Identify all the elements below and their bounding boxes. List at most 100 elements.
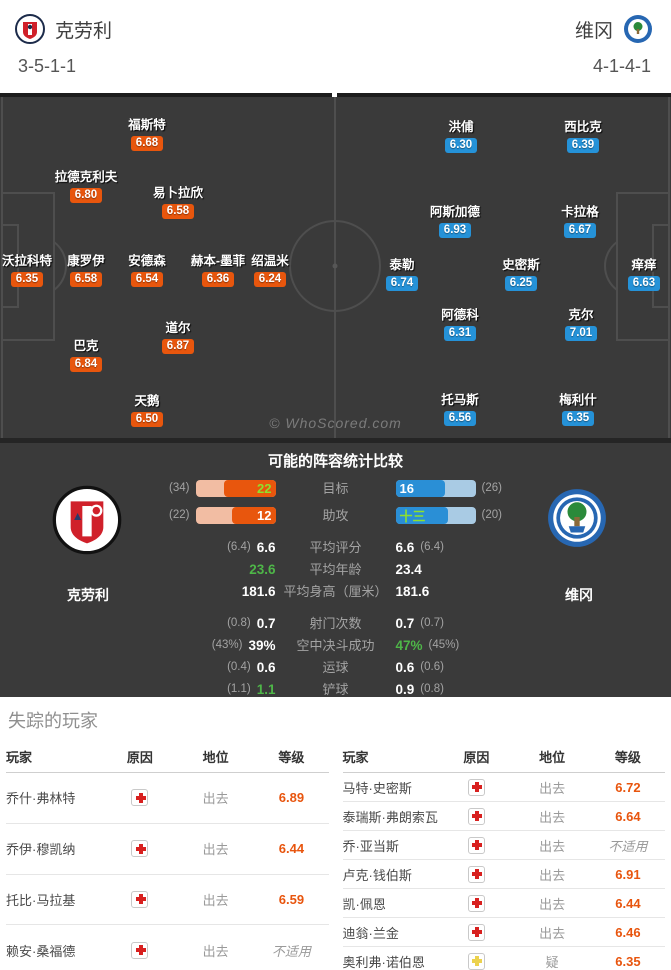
home-team-header[interactable]: 克劳利 [15, 14, 112, 44]
rating: 6.64 [615, 808, 641, 824]
player-name: 奥利弗·诺伯恩 [342, 954, 425, 970]
home-missing-table: 玩家 原因 地位 等级 乔什·弗林特 出去 6.89 乔伊·穆凯纳 [6, 743, 329, 970]
status: 出去 [176, 874, 255, 926]
player-marker-home-conroy[interactable]: 康罗伊 6.58 [67, 254, 105, 287]
away-value: 0.9 [395, 681, 415, 697]
away-paren: (6.4) [420, 541, 444, 553]
injury-cross-icon [467, 778, 485, 796]
player-marker-away-humphrys[interactable]: 洪俌 6.30 [401, 116, 521, 153]
rating: 6.91 [615, 866, 641, 882]
stat-row-avg-age: 23.6 平均年龄 23.4 [0, 558, 671, 580]
player-marker-away-thomas[interactable]: 托马斯 6.56 [441, 393, 479, 426]
home-goals-bar: 22 [195, 479, 276, 497]
injury-cross-icon [131, 789, 149, 807]
stat-label: 铲球 [322, 682, 349, 697]
player-rating-badge: 6.74 [385, 276, 419, 291]
player-rating-badge: 6.50 [130, 412, 164, 427]
player-marker-away-smith[interactable]: 史密斯 6.25 [502, 258, 540, 291]
table-row: 马特·史密斯 出去 6.72 [342, 772, 665, 802]
home-team-name: 克劳利 [55, 20, 113, 42]
stat-label: 运球 [322, 660, 349, 675]
col-player: 玩家 [342, 743, 440, 773]
player-name: 马特·史密斯 [342, 772, 440, 802]
player-marker-home-showunmi[interactable]: 绍温米 6.24 [251, 254, 289, 287]
injury-cross-icon [467, 865, 485, 883]
player-marker-away-sibbick[interactable]: 西比克 6.39 [564, 120, 602, 153]
player-name: 乔伊·穆凯纳 [6, 823, 103, 875]
player-rating-badge: 6.56 [443, 411, 477, 426]
rating: 6.35 [615, 953, 641, 969]
status: 出去 [176, 772, 255, 824]
player-marker-away-mellish[interactable]: 梅利什 6.35 [559, 393, 597, 426]
player-rating-badge: 6.36 [201, 272, 235, 287]
home-assists-league-value: (22) [169, 509, 190, 521]
home-value: 6.6 [256, 539, 276, 555]
player-marker-away-kerr[interactable]: 克尔 7.01 [521, 304, 641, 341]
player-rating-badge: 6.39 [566, 138, 600, 153]
home-team-badge-large-icon [52, 485, 122, 555]
player-marker-away-carragher[interactable]: 卡拉格 6.67 [561, 205, 599, 238]
status: 出去 [513, 888, 591, 918]
home-goals-value: 22 [257, 480, 272, 496]
injury-cross-icon [131, 890, 149, 908]
stat-row-avg-rating: (6.4) 6.6 平均评分 6.6 (6.4) [0, 536, 671, 558]
comparison-title: 可能的阵容统计比较 [267, 453, 403, 470]
home-value: 23.6 [249, 561, 276, 577]
away-assists-bar: 十三 [395, 506, 476, 524]
player-marker-home-doyle[interactable]: 道尔 6.87 [118, 317, 238, 354]
away-value: 181.6 [395, 583, 430, 599]
player-marker-home-anderson[interactable]: 安德森 6.54 [128, 254, 166, 287]
stat-label: 平均评分 [309, 540, 362, 555]
away-value: 6.6 [395, 539, 415, 555]
player-rating-badge: 6.80 [69, 188, 103, 203]
player-marker-home-swan[interactable]: 天鹅 6.50 [87, 390, 207, 427]
player-marker-away-taylor[interactable]: 泰勒 6.74 [342, 254, 462, 291]
player-marker-away-adeeko[interactable]: 阿德科 6.31 [441, 308, 479, 341]
stat-label: 空中决斗成功 [296, 638, 375, 653]
away-goals-value: 16 [399, 480, 414, 496]
player-rating-badge: 6.58 [161, 204, 195, 219]
injury-cross-icon [131, 941, 149, 959]
status: 出去 [176, 823, 255, 875]
player-rating-badge: 6.87 [161, 339, 195, 354]
player-name: 乔·亚当斯 [342, 830, 440, 860]
missing-players-section: 失踪的玩家 玩家 原因 地位 等级 乔什·弗林特 出去 [0, 697, 671, 970]
rating: 6.44 [278, 841, 305, 857]
away-team-header[interactable]: 维冈 [575, 14, 653, 44]
home-paren: (0.8) [227, 617, 251, 629]
player-marker-home-wollacott[interactable]: 沃拉科特 6.35 [1, 254, 52, 287]
away-team-name: 维冈 [574, 20, 613, 42]
pitch-markings [1, 97, 670, 438]
player-marker-home-forster[interactable]: 福斯特 6.68 [128, 118, 166, 151]
player-marker-home-ibrahim[interactable]: 易卜拉欣 6.58 [152, 186, 203, 219]
player-name: 迪翁·兰金 [342, 917, 440, 947]
player-rating-badge: 6.54 [130, 272, 164, 287]
col-reason: 原因 [102, 743, 177, 773]
injury-cross-icon [467, 894, 485, 912]
away-value: 0.7 [395, 615, 415, 631]
stat-row-aerial-duels: (43%) 39% 空中决斗成功 47% (45%) [0, 634, 671, 656]
player-marker-away-goalkeeper[interactable]: 痒痒 6.63 [584, 254, 671, 291]
col-player: 玩家 [6, 743, 103, 773]
player-marker-home-buck[interactable]: 巴克 6.84 [26, 335, 146, 372]
player-marker-home-hepburn-murphy[interactable]: 赫本-墨菲 6.36 [190, 254, 246, 287]
home-value: 0.6 [256, 659, 276, 675]
stat-row-avg-height: 181.6 平均身高（厘米） 181.6 [0, 580, 671, 602]
pitch-section: 福斯特 6.68 拉德克利夫 6.80 易卜拉欣 6.58 沃拉科特 6.35 康罗伊 6… [0, 93, 671, 443]
home-value: 0.7 [256, 615, 276, 631]
injury-cross-icon [467, 836, 485, 854]
col-status: 地位 [176, 743, 255, 773]
away-missing-table: 玩家 原因 地位 等级 马特·史密斯 出去 6.72 泰瑞斯·弗朗索瓦 [342, 743, 665, 970]
player-marker-away-aasgaard[interactable]: 阿斯加德 6.93 [429, 205, 480, 238]
player-marker-home-radcliffe[interactable]: 拉德克利夫 6.80 [54, 170, 118, 203]
stat-row-dribbles: (0.4) 0.6 运球 0.6 (0.6) [0, 656, 671, 678]
stat-label: 助攻 [322, 508, 349, 523]
stat-row-goals: (34) 22 目标 16 (26) [0, 477, 671, 499]
pitch: 福斯特 6.68 拉德克利夫 6.80 易卜拉欣 6.58 沃拉科特 6.35 康罗伊 6… [0, 97, 671, 438]
player-rating-badge: 6.35 [10, 272, 44, 287]
status: 出去 [513, 772, 591, 802]
player-rating-badge: 6.63 [627, 276, 661, 291]
player-name: 托比·马拉基 [6, 874, 103, 926]
player-rating-badge: 6.31 [443, 326, 477, 341]
